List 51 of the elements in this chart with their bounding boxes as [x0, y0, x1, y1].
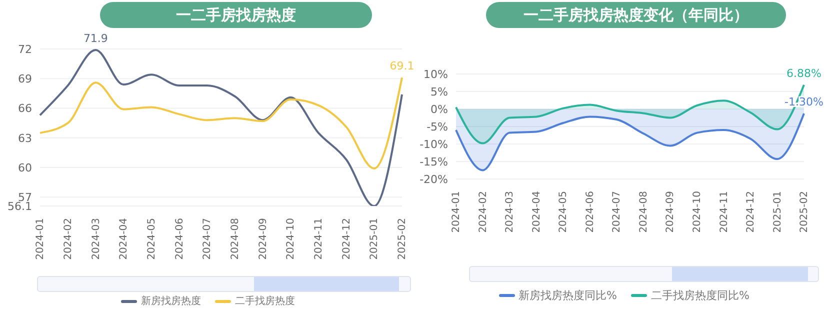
x-tick-label: 2024-10 — [286, 218, 297, 260]
x-tick-label: 2024-12 — [341, 218, 352, 260]
y-tick-label: 66 — [18, 102, 32, 116]
y-tick-label: -20% — [420, 172, 448, 186]
x-tick-label: 2024-02 — [62, 218, 74, 260]
x-tick-label: 2025-02 — [397, 218, 408, 260]
x-tick-label: 2024-12 — [746, 191, 757, 233]
x-tick-label: 2025-01 — [772, 191, 784, 233]
x-tick-label: 2024-01 — [451, 191, 462, 233]
x-tick-label: 2024-09 — [258, 218, 269, 260]
x-tick-label: 2024-04 — [118, 218, 130, 260]
y-tick-label: 63 — [18, 132, 32, 145]
y-tick-label: 72 — [18, 42, 32, 56]
x-tick-label: 2024-11 — [314, 218, 325, 260]
legend-label: 二手找房热度同比% — [650, 288, 750, 303]
y-tick-label: 60 — [18, 161, 32, 174]
y-tick-label: 56.1 — [8, 200, 32, 213]
y-tick-label: -10% — [420, 138, 448, 151]
data-label: 71.9 — [83, 32, 108, 45]
x-tick-label: 2024-01 — [35, 218, 46, 260]
x-tick-label: 2024-09 — [665, 191, 676, 233]
x-tick-label: 2024-06 — [584, 191, 596, 233]
x-tick-label: 2024-04 — [531, 191, 542, 233]
x-tick-label: 2024-08 — [638, 191, 650, 233]
x-tick-label: 2024-05 — [146, 218, 158, 260]
chart-title: 一二手房找房热度 — [100, 2, 372, 28]
x-tick-label: 2024-05 — [558, 191, 570, 233]
legend-label: 新房找房热度同比% — [518, 288, 617, 303]
x-tick-label: 2025-02 — [799, 191, 810, 233]
legend-label: 新房找房热度 — [140, 294, 201, 308]
y-tick-label: -15% — [420, 155, 448, 168]
x-tick-label: 2024-08 — [230, 218, 242, 260]
data-label: 6.88% — [786, 66, 822, 80]
data-label: 69.1 — [390, 60, 414, 73]
x-tick-label: 2024-10 — [692, 191, 704, 233]
x-tick-label: 2025-01 — [369, 218, 380, 260]
x-tick-label: 2024-06 — [174, 218, 186, 260]
x-tick-label: 2024-07 — [612, 191, 623, 233]
chart-title: 一二手房找房热度变化（年同比） — [486, 2, 786, 28]
legend-label: 二手找房热度 — [234, 294, 295, 308]
x-tick-label: 2024-11 — [718, 191, 730, 233]
y-tick-label: 5% — [430, 85, 448, 98]
y-tick-label: 0% — [430, 102, 448, 116]
x-tick-label: 2024-03 — [90, 218, 102, 260]
line-series — [39, 76, 403, 170]
y-tick-label: -5% — [426, 120, 448, 134]
x-tick-label: 2024-03 — [504, 191, 516, 233]
y-tick-label: 10% — [424, 68, 448, 81]
y-tick-label: 69 — [18, 72, 32, 86]
x-tick-label: 2024-02 — [478, 191, 489, 233]
x-tick-label: 2024-07 — [202, 218, 214, 260]
